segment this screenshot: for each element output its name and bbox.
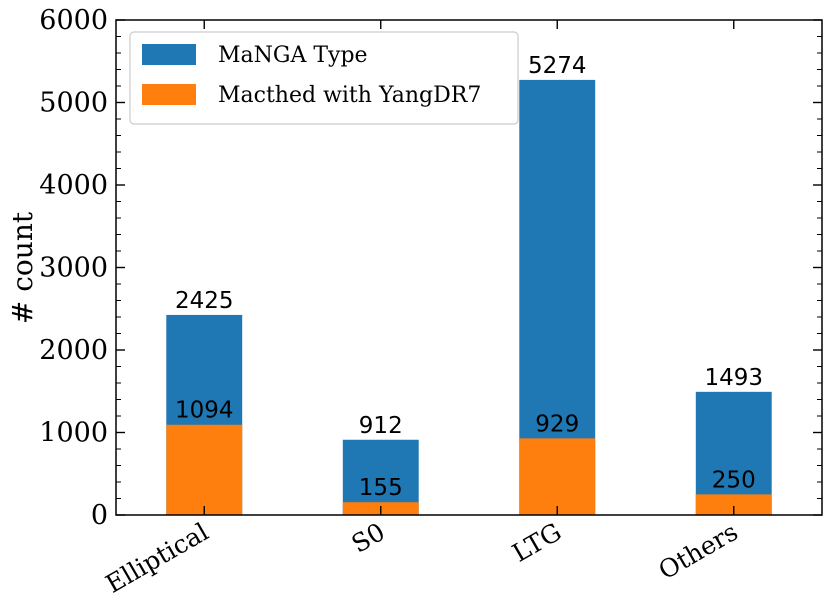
bar-matched-elliptical xyxy=(166,424,243,515)
data-label-matched: 250 xyxy=(712,467,756,493)
data-label-matched: 155 xyxy=(359,475,403,501)
legend-box xyxy=(129,31,519,125)
legend-swatch xyxy=(142,44,196,65)
y-tick-label: 3000 xyxy=(39,253,108,284)
x-tick-label: S0 xyxy=(347,517,390,559)
y-tick-label: 2000 xyxy=(39,335,108,366)
y-axis: 0 1000 2000 3000 4000 5000 6000 xyxy=(39,5,822,531)
y-tick-label: 5000 xyxy=(39,88,108,119)
bar-matched-ltg xyxy=(519,438,596,515)
y-tick-label: 1000 xyxy=(39,418,108,449)
data-label-matched: 929 xyxy=(535,411,579,437)
y-tick-label: 4000 xyxy=(39,170,108,201)
x-tick-label: Others xyxy=(654,517,743,585)
y-tick-label: 6000 xyxy=(39,5,108,36)
bars-layer xyxy=(166,79,772,516)
data-label-manga-type: 1493 xyxy=(704,365,763,391)
data-label-manga-type: 2425 xyxy=(175,288,234,314)
legend: MaNGA Type Macthed with YangDR7 xyxy=(129,31,519,125)
legend-label: MaNGA Type xyxy=(218,43,368,68)
x-tick-label: Elliptical xyxy=(101,517,214,599)
data-labels-layer: 2425 1094 912 155 5274 929 1493 250 xyxy=(175,53,763,501)
y-tick-label: 0 xyxy=(91,500,108,531)
legend-label: Macthed with YangDR7 xyxy=(218,83,481,108)
data-label-manga-type: 912 xyxy=(359,413,403,439)
data-label-matched: 1094 xyxy=(175,398,234,424)
legend-swatch xyxy=(142,84,196,105)
plot-frame xyxy=(115,19,823,516)
data-label-manga-type: 5274 xyxy=(528,53,587,79)
x-tick-label: LTG xyxy=(507,517,566,568)
bar-matched-others xyxy=(695,494,772,515)
y-axis-title: # count xyxy=(6,211,39,324)
